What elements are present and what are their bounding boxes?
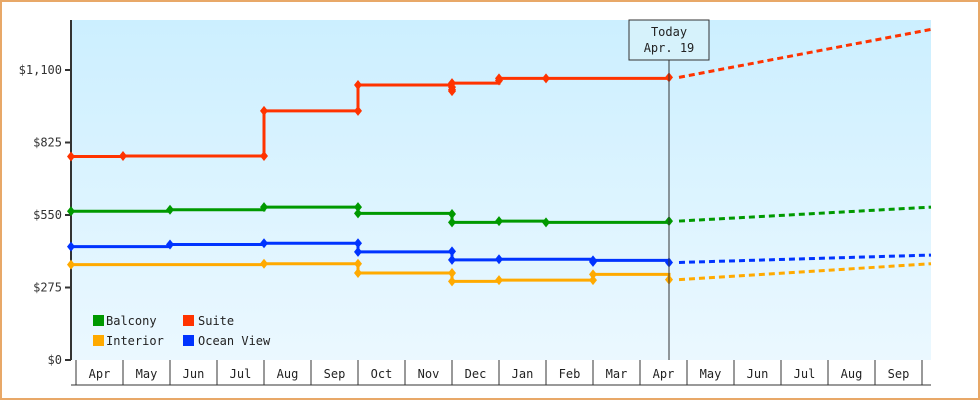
x-month-label: May bbox=[700, 367, 722, 381]
projection-line bbox=[678, 27, 932, 79]
data-point-marker bbox=[448, 254, 456, 265]
data-point-marker bbox=[354, 105, 362, 116]
data-point-marker bbox=[495, 254, 503, 265]
today-box bbox=[628, 19, 710, 61]
data-point-marker bbox=[589, 275, 597, 286]
data-point-marker bbox=[67, 241, 75, 252]
x-month-label: Dec bbox=[465, 367, 487, 381]
data-point-marker bbox=[354, 208, 362, 219]
x-month-label: Apr bbox=[89, 367, 111, 381]
data-point-marker bbox=[448, 276, 456, 287]
data-point-marker bbox=[260, 202, 268, 213]
y-tick-label: $1,100 bbox=[19, 63, 62, 77]
data-point-marker bbox=[354, 80, 362, 91]
data-point-marker bbox=[67, 259, 75, 270]
data-point-marker bbox=[354, 258, 362, 269]
today-date: Apr. 19 bbox=[644, 41, 695, 55]
series-lines bbox=[67, 27, 932, 287]
y-axis-ticks: $0 $275 $550 $825 $1,100 bbox=[19, 63, 71, 367]
x-month-label: Sep bbox=[888, 367, 910, 381]
legend-label-suite: Suite bbox=[198, 314, 234, 328]
data-point-marker bbox=[448, 246, 456, 257]
data-point-marker bbox=[495, 216, 503, 227]
data-point-marker bbox=[495, 73, 503, 84]
data-point-marker bbox=[260, 258, 268, 269]
x-month-label: Aug bbox=[277, 367, 299, 381]
x-month-label: Mar bbox=[606, 367, 628, 381]
data-point-marker bbox=[448, 78, 456, 89]
x-month-label: Jul bbox=[794, 367, 816, 381]
x-axis-months: Apr May Jun Jul Aug Sep Oct Nov Dec Jan Feb Mar Apr M… bbox=[71, 360, 931, 386]
x-month-label: Aug bbox=[841, 367, 863, 381]
plot-area bbox=[71, 20, 931, 360]
data-point-marker bbox=[119, 150, 127, 161]
legend: Balcony Suite Interior Ocean View bbox=[93, 314, 271, 348]
data-point-marker bbox=[354, 238, 362, 249]
legend-label-balcony: Balcony bbox=[106, 314, 157, 328]
x-month-label: Jun bbox=[183, 367, 205, 381]
y-tick-label: $550 bbox=[33, 208, 62, 222]
y-tick-label: $275 bbox=[33, 281, 62, 295]
x-month-label: Sep bbox=[324, 367, 346, 381]
x-month-label: Oct bbox=[371, 367, 393, 381]
data-point-marker bbox=[448, 208, 456, 219]
data-point-marker bbox=[589, 269, 597, 280]
x-month-label: Jul bbox=[230, 367, 252, 381]
data-point-marker bbox=[166, 239, 174, 250]
data-point-marker bbox=[166, 204, 174, 215]
legend-label-ocean-view: Ocean View bbox=[198, 334, 271, 348]
legend-swatch-balcony bbox=[93, 315, 104, 326]
y-tick-label: $0 bbox=[48, 353, 62, 367]
data-point-marker bbox=[260, 150, 268, 161]
data-point-marker bbox=[542, 217, 550, 228]
y-tick-label: $825 bbox=[33, 136, 62, 150]
data-point-marker bbox=[448, 217, 456, 228]
data-point-marker bbox=[542, 73, 550, 84]
x-month-label: Jan bbox=[512, 367, 534, 381]
today-label: Today bbox=[651, 25, 687, 39]
projection-line bbox=[678, 262, 932, 282]
data-point-marker bbox=[354, 202, 362, 213]
data-point-marker bbox=[354, 246, 362, 257]
x-month-label: Apr bbox=[653, 367, 675, 381]
x-month-label: Nov bbox=[418, 367, 440, 381]
data-point-marker bbox=[67, 151, 75, 162]
legend-swatch-interior bbox=[93, 335, 104, 346]
data-point-marker bbox=[495, 275, 503, 286]
data-point-marker bbox=[67, 206, 75, 217]
x-month-label: Feb bbox=[559, 367, 581, 381]
data-point-marker bbox=[448, 84, 456, 95]
x-month-label: May bbox=[136, 367, 158, 381]
legend-label-interior: Interior bbox=[106, 334, 164, 348]
legend-swatch-suite bbox=[183, 315, 194, 326]
projection-line bbox=[678, 253, 932, 264]
projection-line bbox=[678, 205, 932, 223]
data-point-marker bbox=[260, 238, 268, 249]
data-point-marker bbox=[448, 268, 456, 278]
x-month-label: Jun bbox=[747, 367, 769, 381]
data-point-marker bbox=[260, 105, 268, 116]
data-point-marker bbox=[354, 268, 362, 278]
data-point-marker bbox=[589, 255, 597, 266]
legend-swatch-ocean-view bbox=[183, 335, 194, 346]
